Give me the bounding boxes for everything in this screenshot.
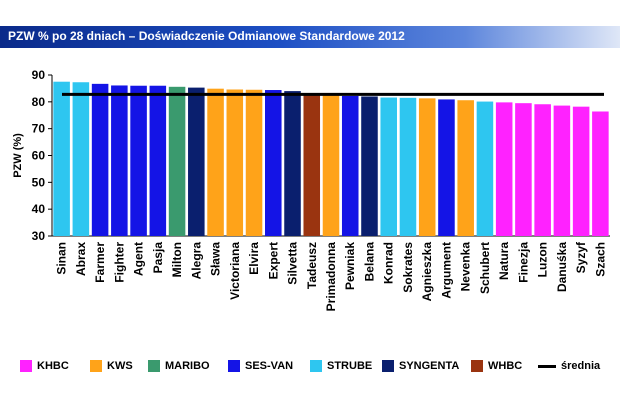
y-axis-label: PZW (%) — [12, 133, 24, 178]
x-tick-label: Silvetta — [286, 242, 300, 285]
y-tick-label: 80 — [32, 95, 46, 109]
legend-label: SYNGENTA — [399, 360, 460, 372]
legend-label: SES-VAN — [245, 360, 294, 372]
x-tick-label: Milton — [170, 242, 184, 277]
title-bar: PZW % po 28 dniach – Doświadczenie Odmia… — [0, 26, 620, 48]
legend-swatch — [90, 360, 102, 372]
x-tick-label: Agnieszka — [420, 242, 434, 302]
x-tick-label: Primadonna — [324, 242, 338, 312]
bar-schubert — [476, 101, 494, 236]
bar-luzon — [534, 104, 551, 236]
bar-victoriana — [226, 89, 244, 237]
x-tick-label: Finezja — [516, 242, 530, 283]
x-tick-label: Sokrates — [401, 242, 415, 293]
y-tick-label: 70 — [32, 122, 46, 136]
bar-expert — [265, 90, 282, 236]
legend-swatch — [310, 360, 322, 372]
y-tick-label: 60 — [32, 149, 46, 163]
x-tick-label: Elvira — [247, 242, 261, 275]
bar-abrax — [72, 82, 90, 237]
x-tick-label: Szach — [593, 242, 607, 277]
bar-konrad — [380, 97, 397, 236]
legend-label: średnia — [561, 360, 601, 372]
bar-alegra — [188, 87, 205, 236]
y-tick-label: 40 — [32, 202, 46, 216]
y-tick-label: 50 — [32, 175, 46, 189]
x-tick-label: Fighter — [112, 242, 126, 283]
x-tick-label: Natura — [497, 242, 511, 280]
bar-chart: 30 40 50 60 70 80 90 PZW (%) Sinan Abrax Farmer Fig… — [12, 68, 610, 312]
legend-item: STRUBE — [310, 356, 372, 376]
bar-farmer — [91, 83, 109, 236]
y-tick-label: 30 — [32, 229, 46, 243]
legend-item: KWS — [90, 356, 133, 376]
bar-agnieszka — [418, 98, 436, 236]
legend-item: MARIBO — [148, 356, 210, 376]
legend-label: WHBC — [488, 360, 523, 372]
x-tick-label: Pewniak — [343, 242, 357, 290]
bar-silvetta — [284, 91, 301, 236]
legend: KHBC KWS MARIBO SES-VAN STRUBE SYNGENTA WHBC śr… — [20, 356, 620, 376]
legend-swatch — [148, 360, 160, 372]
bar-elvira — [245, 89, 263, 236]
bar-finezja — [515, 103, 532, 236]
legend-swatch — [382, 360, 394, 372]
legend-item: średnia — [538, 356, 600, 376]
legend-item: WHBC — [471, 356, 522, 376]
bar-szach — [592, 111, 609, 236]
x-tick-label: Farmer — [93, 242, 107, 283]
legend-label: KWS — [107, 360, 133, 372]
bar-syzyf — [572, 106, 590, 236]
bar-pasja — [149, 85, 167, 236]
bar-natura — [495, 102, 513, 237]
x-tick-label: Sława — [209, 242, 223, 276]
legend-label: MARIBO — [165, 360, 210, 372]
x-tick-label: Nevenka — [459, 242, 473, 292]
x-tick-label: Argument — [439, 242, 453, 299]
legend-swatch — [20, 360, 32, 372]
y-tick-label: 90 — [32, 68, 46, 82]
bar-primadonna — [322, 94, 340, 237]
x-tick-label: Expert — [266, 242, 280, 279]
legend-swatch — [538, 364, 556, 368]
x-tick-label: Danuśka — [555, 242, 569, 292]
x-tick-label: Abrax — [74, 242, 88, 276]
bar-belana — [361, 96, 378, 236]
bar-argument — [438, 99, 455, 236]
x-tick-label: Sinan — [55, 242, 69, 275]
legend-label: KHBC — [37, 360, 69, 372]
x-tick-label: Luzon — [536, 242, 550, 277]
bar-sława — [207, 88, 224, 236]
x-tick-label: Tadeusz — [305, 242, 319, 289]
bar-tadeusz — [303, 93, 321, 237]
legend-item: KHBC — [20, 356, 69, 376]
bar-sinan — [53, 81, 70, 236]
bar-agent — [130, 85, 147, 236]
chart-title: PZW % po 28 dniach – Doświadczenie Odmia… — [8, 29, 405, 43]
bar-fighter — [111, 85, 128, 236]
x-tick-label: Konrad — [382, 242, 396, 284]
x-tick-label: Agent — [132, 242, 146, 276]
x-tick-label: Syzyf — [574, 241, 588, 273]
legend-swatch — [471, 360, 483, 372]
bar-nevenka — [457, 100, 474, 237]
bar-pewniak — [341, 95, 359, 237]
legend-label: STRUBE — [327, 360, 373, 372]
legend-swatch — [228, 360, 240, 372]
x-tick-label: Alegra — [189, 242, 203, 280]
x-tick-label: Pasja — [151, 242, 165, 274]
bar-sokrates — [399, 97, 417, 236]
x-tick-label: Schubert — [478, 242, 492, 294]
legend-item: SYNGENTA — [382, 356, 459, 376]
bar-danuśka — [553, 105, 571, 236]
x-tick-label: Belana — [362, 242, 376, 282]
x-tick-label: Victoriana — [228, 242, 242, 300]
bar-milton — [168, 86, 186, 236]
legend-item: SES-VAN — [228, 356, 293, 376]
